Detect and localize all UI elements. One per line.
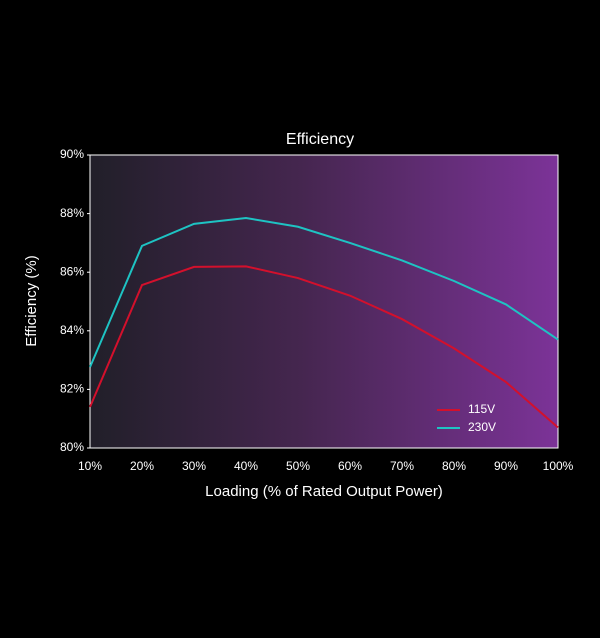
legend-label: 115V — [468, 402, 495, 416]
x-tick-label: 70% — [390, 459, 414, 473]
x-tick-label: 90% — [494, 459, 518, 473]
y-tick-label: 84% — [60, 323, 84, 337]
line-series — [89, 216, 559, 368]
y-tick-label: 90% — [60, 147, 84, 161]
chart-title: Efficiency — [286, 131, 354, 148]
x-tick-label: 60% — [338, 459, 362, 473]
y-tick-label: 88% — [60, 206, 84, 220]
x-tick-label: 50% — [286, 459, 310, 473]
line-series — [89, 265, 559, 429]
x-tick-label: 100% — [543, 459, 574, 473]
y-axis-label: Efficiency (%) — [23, 255, 40, 346]
x-tick-label: 80% — [442, 459, 466, 473]
y-tick-label: 80% — [60, 440, 84, 454]
y-tick-label: 86% — [60, 264, 84, 278]
legend-label: 230V — [468, 420, 496, 434]
x-tick-label: 30% — [182, 459, 206, 473]
x-tick-label: 40% — [234, 459, 258, 473]
x-tick-label: 20% — [130, 459, 154, 473]
plot-area — [89, 154, 559, 449]
x-tick-label: 10% — [78, 459, 102, 473]
x-axis-label: Loading (% of Rated Output Power) — [205, 483, 443, 500]
y-tick-label: 82% — [60, 382, 84, 396]
